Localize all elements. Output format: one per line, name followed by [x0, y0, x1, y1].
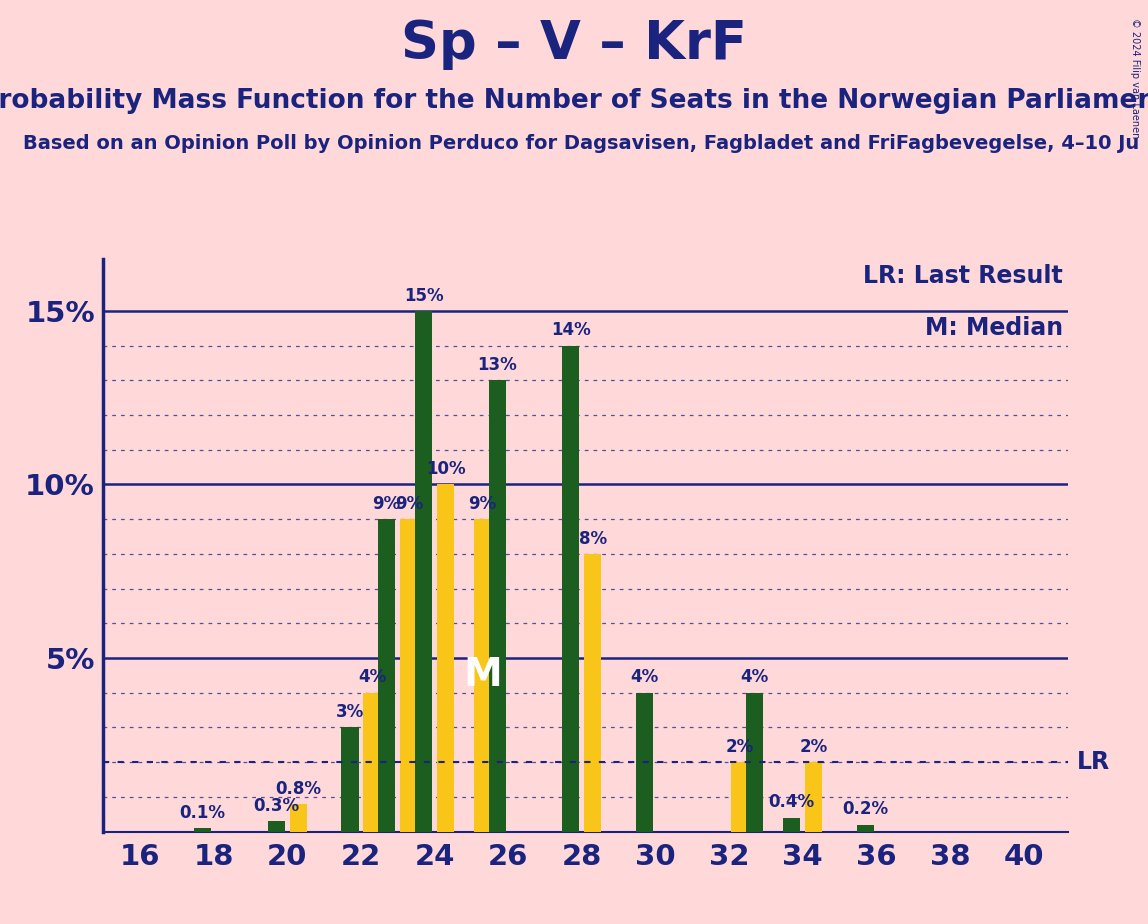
- Text: M: M: [463, 656, 502, 694]
- Bar: [341, 727, 358, 832]
- Bar: [584, 553, 602, 832]
- Bar: [783, 818, 800, 832]
- Text: Based on an Opinion Poll by Opinion Perduco for Dagsavisen, Fagbladet and FriFag: Based on an Opinion Poll by Opinion Perd…: [23, 134, 1139, 153]
- Text: 13%: 13%: [478, 356, 517, 374]
- Bar: [414, 310, 432, 832]
- Bar: [746, 693, 763, 832]
- Text: 15%: 15%: [404, 286, 443, 305]
- Bar: [563, 346, 580, 832]
- Text: 2%: 2%: [799, 738, 828, 756]
- Bar: [805, 762, 822, 832]
- Bar: [194, 828, 211, 832]
- Text: LR: LR: [1077, 750, 1110, 774]
- Text: 3%: 3%: [336, 703, 364, 722]
- Bar: [474, 519, 491, 832]
- Bar: [378, 519, 395, 832]
- Text: 4%: 4%: [630, 668, 659, 687]
- Text: 0.3%: 0.3%: [254, 796, 300, 815]
- Bar: [267, 821, 285, 832]
- Text: 0.4%: 0.4%: [768, 794, 815, 811]
- Text: 8%: 8%: [579, 529, 607, 548]
- Text: 0.8%: 0.8%: [276, 780, 321, 797]
- Text: Sp – V – KrF: Sp – V – KrF: [401, 18, 747, 70]
- Bar: [856, 824, 874, 832]
- Text: 4%: 4%: [740, 668, 769, 687]
- Text: 0.1%: 0.1%: [180, 804, 226, 821]
- Bar: [364, 693, 381, 832]
- Text: LR: Last Result: LR: Last Result: [863, 264, 1063, 288]
- Text: 10%: 10%: [426, 460, 465, 478]
- Text: 9%: 9%: [373, 495, 401, 513]
- Text: 2%: 2%: [726, 738, 754, 756]
- Text: 9%: 9%: [468, 495, 497, 513]
- Bar: [636, 693, 653, 832]
- Text: M: Median: M: Median: [924, 316, 1063, 340]
- Bar: [289, 804, 307, 832]
- Text: 0.2%: 0.2%: [843, 800, 889, 819]
- Text: © 2024 Filip van Laenen: © 2024 Filip van Laenen: [1130, 18, 1140, 139]
- Bar: [437, 484, 455, 832]
- Text: 4%: 4%: [358, 668, 386, 687]
- Text: 9%: 9%: [395, 495, 422, 513]
- Text: 14%: 14%: [551, 322, 590, 339]
- Bar: [401, 519, 418, 832]
- Bar: [731, 762, 748, 832]
- Text: Probability Mass Function for the Number of Seats in the Norwegian Parliament: Probability Mass Function for the Number…: [0, 88, 1148, 114]
- Bar: [489, 381, 506, 832]
